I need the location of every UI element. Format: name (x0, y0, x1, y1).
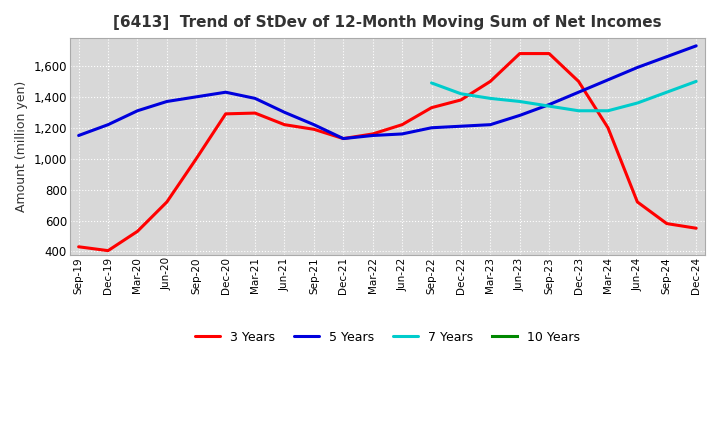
Legend: 3 Years, 5 Years, 7 Years, 10 Years: 3 Years, 5 Years, 7 Years, 10 Years (190, 326, 585, 348)
Y-axis label: Amount (million yen): Amount (million yen) (15, 81, 28, 212)
Title: [6413]  Trend of StDev of 12-Month Moving Sum of Net Incomes: [6413] Trend of StDev of 12-Month Moving… (113, 15, 662, 30)
